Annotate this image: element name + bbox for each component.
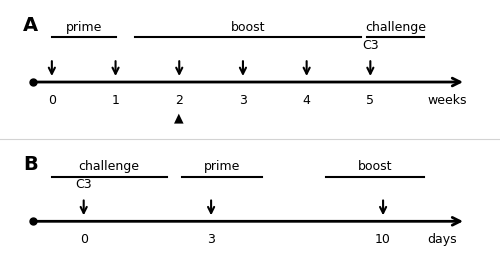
Text: 4: 4 [302,94,310,107]
Text: 3: 3 [239,94,247,107]
Text: 2: 2 [176,94,183,107]
Text: A: A [23,16,38,35]
Text: weeks: weeks [428,94,467,107]
Text: prime: prime [204,160,240,173]
Text: B: B [23,155,38,175]
Text: challenge: challenge [78,160,140,173]
Text: 5: 5 [366,94,374,107]
Text: challenge: challenge [366,21,426,34]
Text: 3: 3 [207,233,215,246]
Text: 1: 1 [112,94,120,107]
Text: boost: boost [358,160,392,173]
Text: prime: prime [66,21,102,34]
Text: ▲: ▲ [174,111,184,124]
Text: 0: 0 [80,233,88,246]
Text: days: days [428,233,458,246]
Text: 0: 0 [48,94,56,107]
Text: C3: C3 [362,39,378,52]
Text: 10: 10 [375,233,391,246]
Text: C3: C3 [76,178,92,191]
Text: boost: boost [230,21,265,34]
